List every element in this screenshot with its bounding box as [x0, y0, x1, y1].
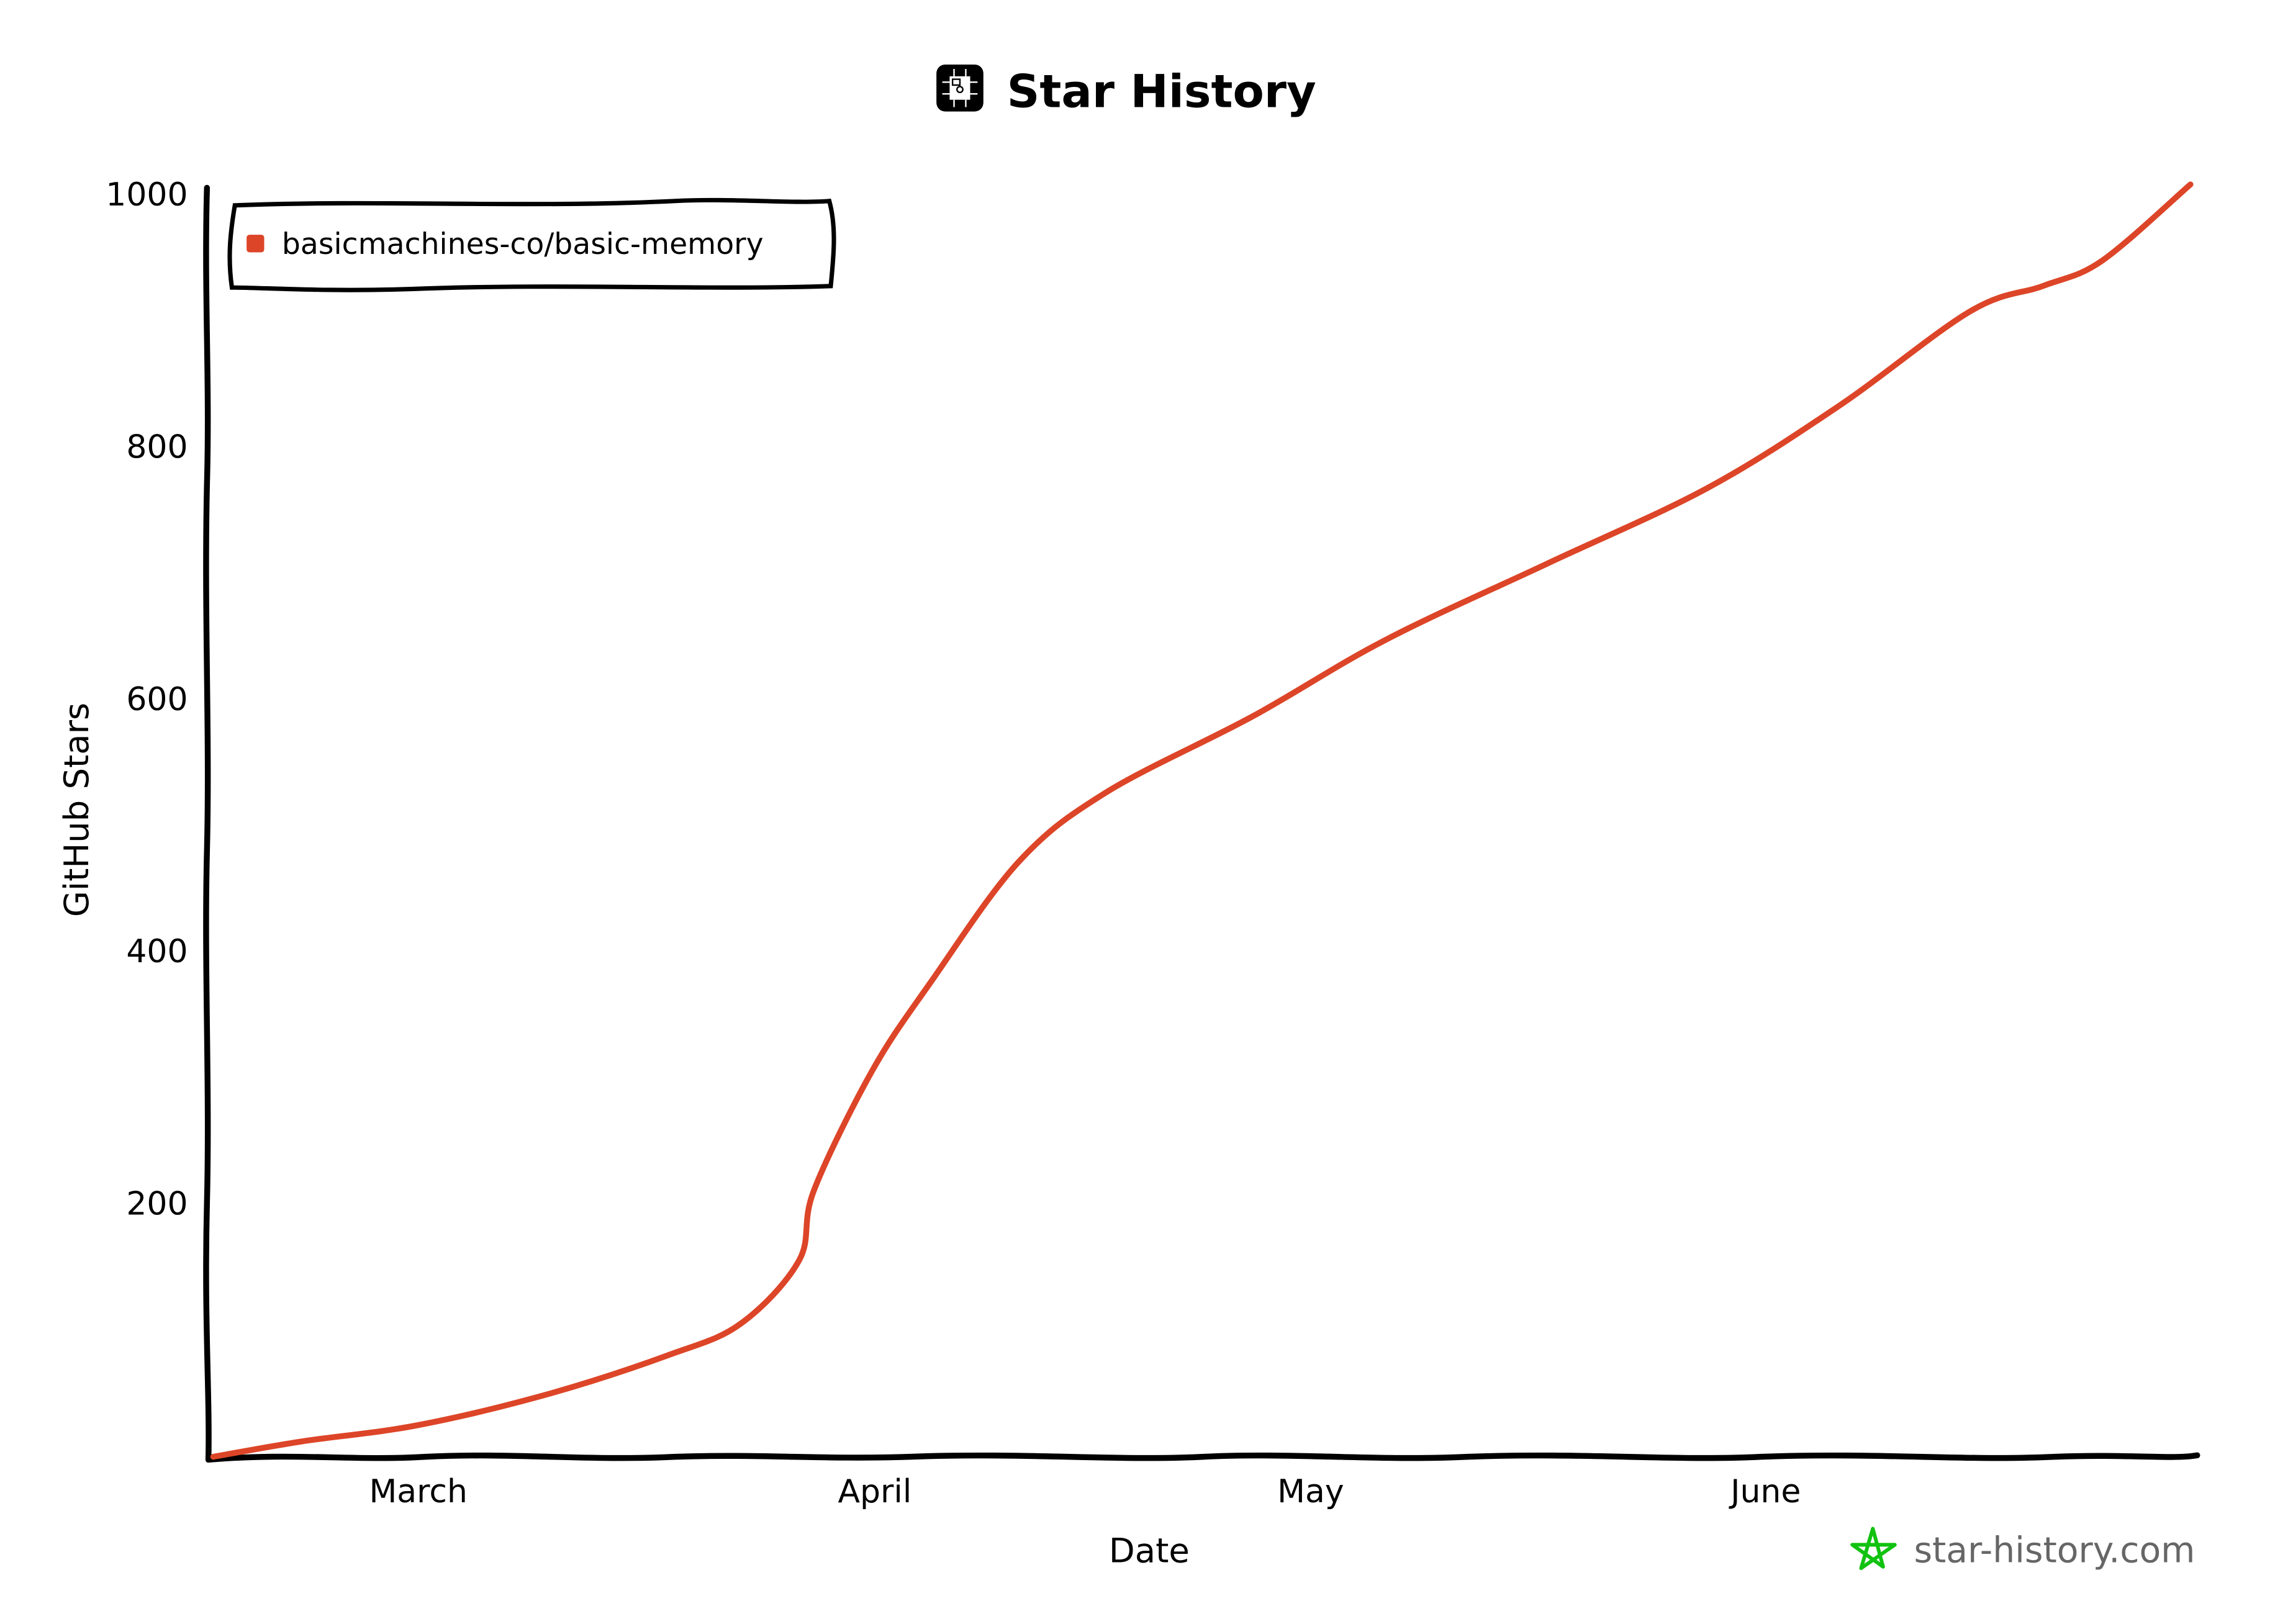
series-line-basic-memory [210, 181, 2194, 1460]
y-axis-line [203, 184, 212, 1463]
y-tick-label: 800 [126, 428, 188, 466]
legend-label: basicmachines-co/basic-memory [282, 227, 764, 261]
footer-brand-text[interactable]: star-history.com [1914, 1530, 2195, 1571]
star-outline-icon [1850, 1527, 1897, 1571]
x-tick-label: March [369, 1473, 467, 1510]
chart-title: Star History [1007, 66, 1316, 119]
y-tick-label: 1000 [106, 176, 188, 214]
x-axis-ticks: March April May June [369, 1473, 1801, 1510]
circuit-floppy-logo-icon [936, 64, 984, 112]
y-axis-label: GitHub Stars [57, 703, 96, 917]
x-axis-label: Date [1109, 1532, 1190, 1571]
legend-box [227, 197, 836, 292]
x-tick-label: April [838, 1473, 911, 1510]
legend-swatch [246, 235, 265, 253]
chart-title-group: Star History [936, 64, 1316, 119]
x-axis-line [205, 1452, 2200, 1463]
y-tick-label: 600 [126, 681, 188, 718]
x-tick-label: June [1729, 1473, 1801, 1510]
legend: basicmachines-co/basic-memory [227, 197, 836, 292]
x-tick-label: May [1277, 1473, 1344, 1510]
footer-brand[interactable]: star-history.com [1850, 1527, 2195, 1571]
y-tick-label: 400 [126, 933, 188, 970]
y-axis-ticks: 200 400 600 800 1000 [106, 176, 188, 1223]
y-tick-label: 200 [126, 1186, 188, 1223]
